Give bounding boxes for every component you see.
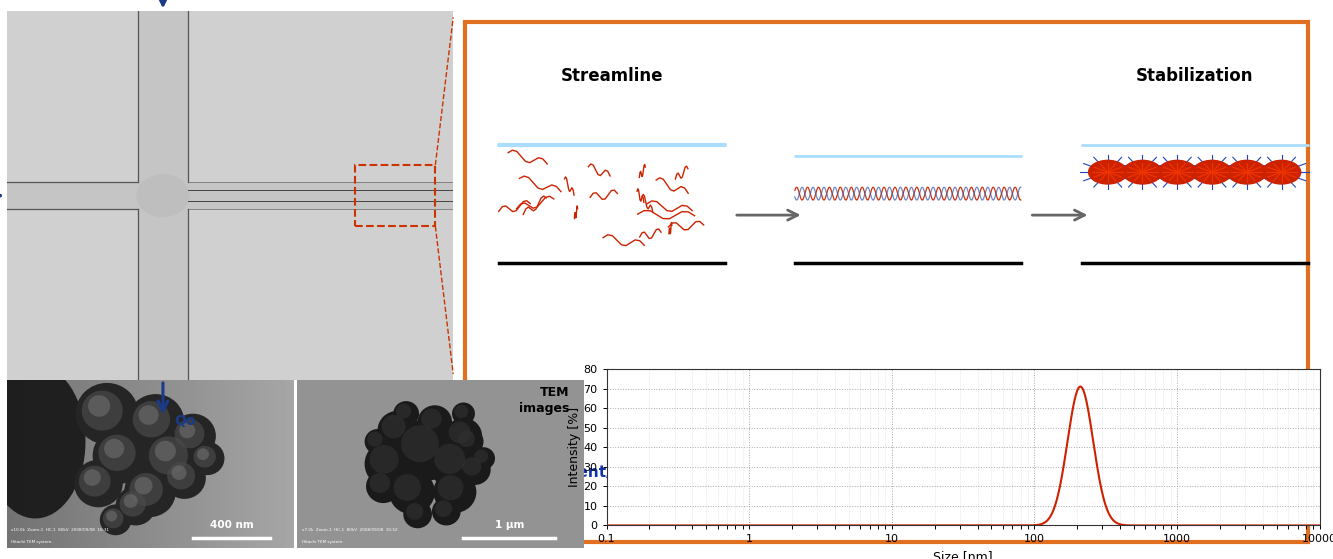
Circle shape <box>433 471 476 513</box>
Bar <box>7 182 453 209</box>
Circle shape <box>435 500 452 517</box>
Circle shape <box>404 500 432 528</box>
Circle shape <box>88 395 111 417</box>
Circle shape <box>116 486 156 525</box>
Circle shape <box>367 432 383 447</box>
Circle shape <box>135 477 152 495</box>
Circle shape <box>179 423 195 438</box>
Circle shape <box>163 457 205 499</box>
Circle shape <box>381 415 405 438</box>
Circle shape <box>100 504 132 536</box>
Circle shape <box>1124 160 1161 184</box>
Circle shape <box>369 445 399 473</box>
Circle shape <box>155 440 176 461</box>
Ellipse shape <box>0 365 85 519</box>
Circle shape <box>1228 160 1266 184</box>
Circle shape <box>175 419 204 448</box>
Bar <box>139 11 188 380</box>
Circle shape <box>417 405 452 439</box>
Text: 400 nm: 400 nm <box>209 520 253 530</box>
Circle shape <box>401 425 439 462</box>
Circle shape <box>1262 160 1301 184</box>
Circle shape <box>191 442 224 475</box>
Circle shape <box>432 498 461 525</box>
Circle shape <box>1089 160 1126 184</box>
Circle shape <box>1193 160 1232 184</box>
Text: Nanocapsules: Nanocapsules <box>1136 465 1254 480</box>
Circle shape <box>197 448 209 460</box>
Circle shape <box>143 429 203 487</box>
Circle shape <box>369 473 391 493</box>
Circle shape <box>76 383 139 444</box>
Circle shape <box>393 474 421 501</box>
Circle shape <box>124 467 176 517</box>
Circle shape <box>172 465 187 480</box>
Text: Solvent/polymer: Solvent/polymer <box>543 465 682 480</box>
Circle shape <box>133 401 171 437</box>
Circle shape <box>93 428 149 484</box>
Circle shape <box>429 439 481 489</box>
Text: 1 μm: 1 μm <box>495 520 524 530</box>
Circle shape <box>435 444 465 474</box>
Circle shape <box>84 470 101 486</box>
Text: TEM
images: TEM images <box>519 386 569 415</box>
Text: Qo: Qo <box>175 414 196 428</box>
FancyBboxPatch shape <box>465 22 1308 542</box>
Circle shape <box>455 405 468 418</box>
Circle shape <box>129 473 163 506</box>
X-axis label: Size [nm]: Size [nm] <box>933 550 993 559</box>
Circle shape <box>421 409 441 429</box>
Circle shape <box>457 430 475 447</box>
Circle shape <box>389 470 435 514</box>
Text: x7.0k  Zoom-1  HC-1  80kV  2008/09/08  10:52: x7.0k Zoom-1 HC-1 80kV 2008/09/08 10:52 <box>301 528 397 532</box>
Text: Self - assembly: Self - assembly <box>842 465 973 480</box>
Circle shape <box>104 439 124 458</box>
Circle shape <box>393 401 419 426</box>
Circle shape <box>103 508 124 528</box>
Circle shape <box>107 511 117 522</box>
Text: Streamline: Streamline <box>561 67 664 84</box>
Circle shape <box>445 418 483 454</box>
Circle shape <box>365 429 391 454</box>
Circle shape <box>377 411 417 450</box>
Circle shape <box>79 466 111 496</box>
Text: x10.0k  Zoom-1  HC-1  80kV  2008/09/08  10:31: x10.0k Zoom-1 HC-1 80kV 2008/09/08 10:31 <box>11 528 109 532</box>
Circle shape <box>459 454 491 485</box>
Circle shape <box>75 459 123 508</box>
Circle shape <box>475 449 488 463</box>
Circle shape <box>407 503 424 520</box>
Text: Stabilization: Stabilization <box>1136 67 1253 84</box>
Circle shape <box>449 421 471 443</box>
Circle shape <box>124 494 137 508</box>
Circle shape <box>396 404 412 419</box>
Circle shape <box>81 391 123 430</box>
Circle shape <box>365 440 413 487</box>
Circle shape <box>452 402 475 425</box>
Circle shape <box>1158 160 1197 184</box>
Ellipse shape <box>136 174 189 217</box>
Y-axis label: Intensity [%]: Intensity [%] <box>568 407 581 487</box>
Circle shape <box>437 475 464 500</box>
Circle shape <box>139 405 159 425</box>
Text: Hitachi TEM system.: Hitachi TEM system. <box>301 539 343 543</box>
Circle shape <box>171 414 216 458</box>
Circle shape <box>455 428 484 456</box>
Circle shape <box>149 437 188 475</box>
Bar <box>355 165 436 226</box>
Circle shape <box>193 446 216 467</box>
Text: Hitachi TEM system.: Hitachi TEM system. <box>11 539 52 543</box>
Circle shape <box>463 457 481 476</box>
Circle shape <box>120 491 145 517</box>
Circle shape <box>367 470 400 503</box>
Circle shape <box>99 435 136 471</box>
Circle shape <box>127 394 184 450</box>
Circle shape <box>167 462 195 490</box>
Circle shape <box>395 419 457 481</box>
Circle shape <box>472 447 495 470</box>
